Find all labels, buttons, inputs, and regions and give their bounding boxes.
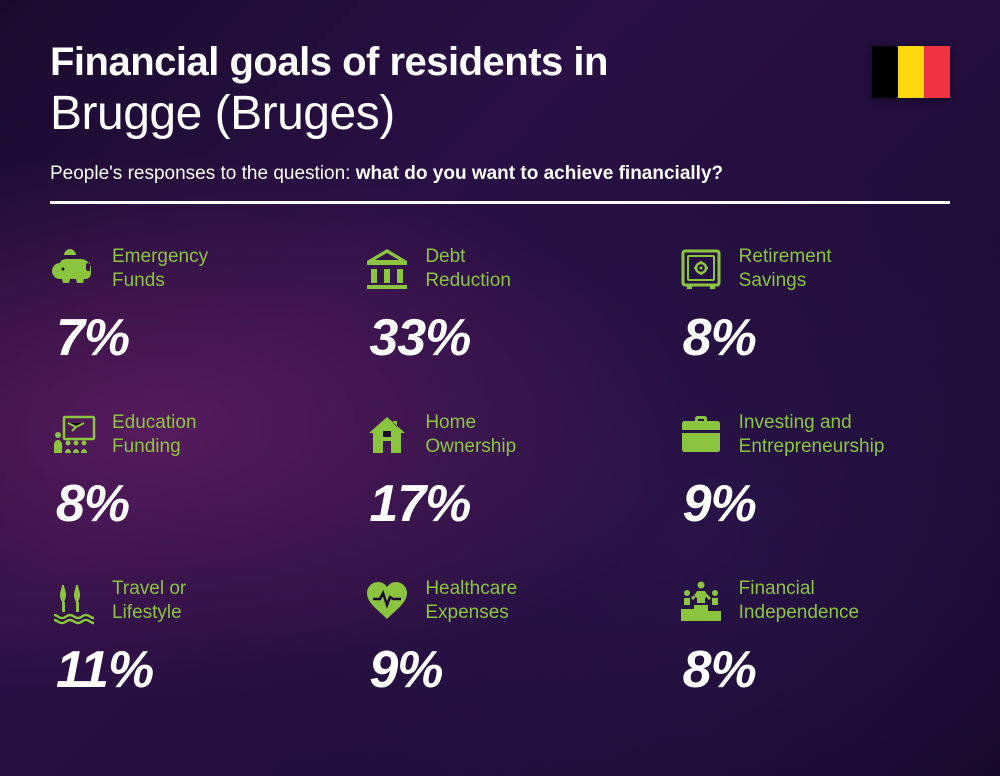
divider — [50, 201, 950, 204]
flag-stripe-2 — [898, 46, 924, 98]
title-line1: Financial goals of residents in — [50, 40, 872, 84]
goal-retirement-savings: RetirementSavings 8% — [677, 244, 950, 368]
goal-emergency-funds: EmergencyFunds 7% — [50, 244, 323, 368]
bank-icon — [363, 245, 411, 293]
goal-label: Investing andEntrepreneurship — [739, 411, 885, 459]
travel-icon — [50, 577, 98, 625]
goal-label: HomeOwnership — [425, 411, 516, 459]
goal-value: 9% — [369, 640, 636, 700]
goal-label: FinancialIndependence — [739, 577, 859, 625]
goal-label: Travel orLifestyle — [112, 577, 186, 625]
subtitle: People's responses to the question: what… — [50, 163, 950, 185]
goal-value: 8% — [56, 474, 323, 534]
safe-icon — [677, 245, 725, 293]
goal-value: 11% — [56, 640, 323, 700]
goal-healthcare: HealthcareExpenses 9% — [363, 576, 636, 700]
goal-value: 9% — [683, 474, 950, 534]
goal-label: EducationFunding — [112, 411, 197, 459]
goal-education-funding: EducationFunding 8% — [50, 410, 323, 534]
flag-belgium — [872, 46, 950, 98]
goal-home-ownership: HomeOwnership 17% — [363, 410, 636, 534]
subtitle-prefix: People's responses to the question: — [50, 163, 356, 184]
goal-value: 7% — [56, 308, 323, 368]
goal-value: 33% — [369, 308, 636, 368]
goal-travel: Travel orLifestyle 11% — [50, 576, 323, 700]
piggy-icon — [50, 245, 98, 293]
flag-stripe-3 — [924, 46, 950, 98]
subtitle-bold: what do you want to achieve financially? — [356, 163, 723, 184]
flag-stripe-1 — [872, 46, 898, 98]
briefcase-icon — [677, 411, 725, 459]
house-icon — [363, 411, 411, 459]
goal-investing: Investing andEntrepreneurship 9% — [677, 410, 950, 534]
education-icon — [50, 411, 98, 459]
health-icon — [363, 577, 411, 625]
goal-label: DebtReduction — [425, 245, 511, 293]
title-line2: Brugge (Bruges) — [50, 86, 872, 141]
podium-icon — [677, 577, 725, 625]
goal-debt-reduction: DebtReduction 33% — [363, 244, 636, 368]
goal-value: 8% — [683, 308, 950, 368]
header-row: Financial goals of residents in Brugge (… — [50, 40, 950, 141]
goal-independence: FinancialIndependence 8% — [677, 576, 950, 700]
infographic-container: Financial goals of residents in Brugge (… — [0, 0, 1000, 730]
goal-value: 8% — [683, 640, 950, 700]
goal-label: RetirementSavings — [739, 245, 832, 293]
goals-grid: EmergencyFunds 7% DebtReduction 33% Reti… — [50, 244, 950, 700]
goal-label: HealthcareExpenses — [425, 577, 517, 625]
goal-value: 17% — [369, 474, 636, 534]
title-block: Financial goals of residents in Brugge (… — [50, 40, 872, 141]
goal-label: EmergencyFunds — [112, 245, 208, 293]
